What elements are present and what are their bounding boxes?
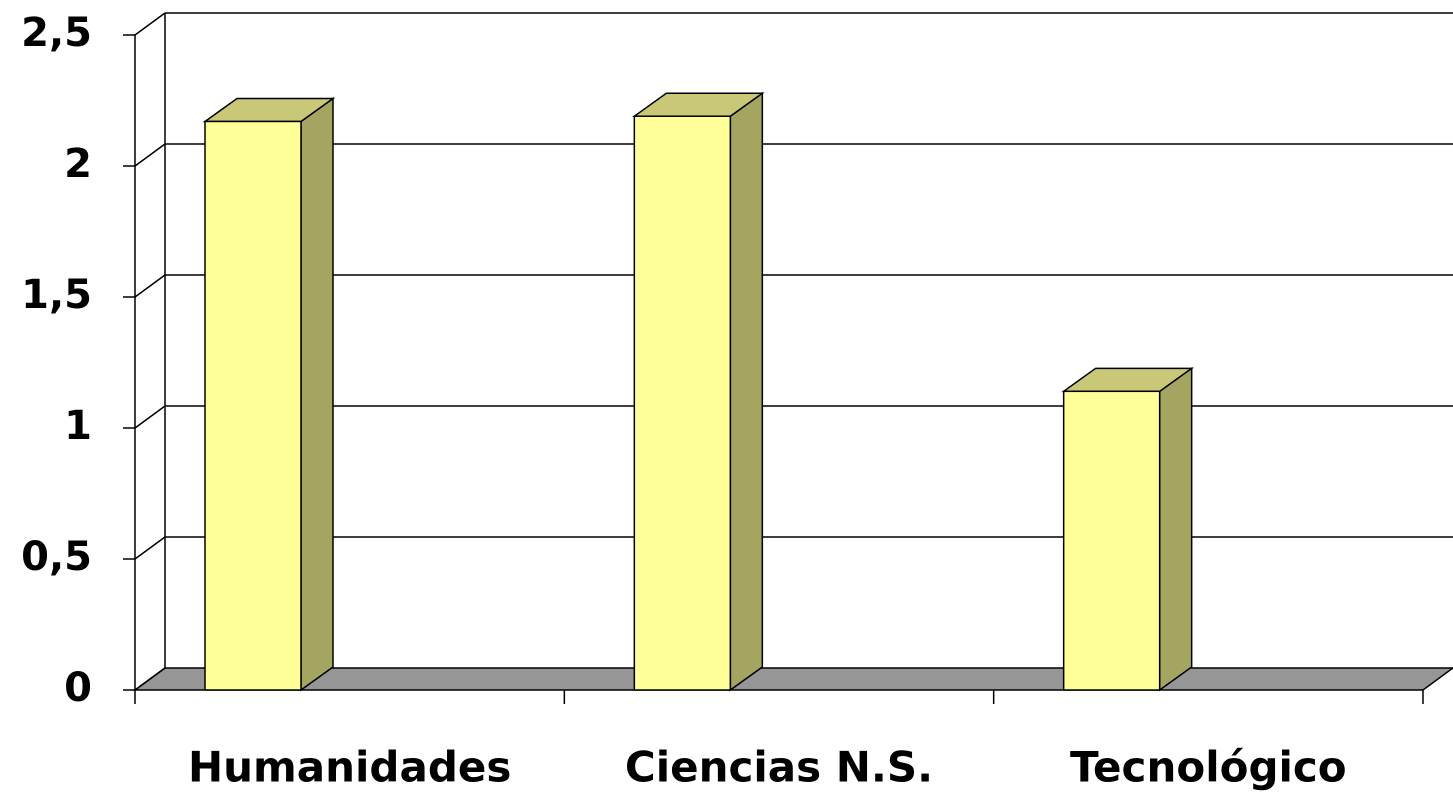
wall-grid-line (134, 536, 166, 560)
y-tick-label: 1,5 (21, 272, 92, 318)
bar-side (1158, 366, 1193, 692)
y-tick-label: 2 (64, 141, 92, 187)
floor (132, 667, 1453, 691)
y-tick-label: 2,5 (21, 10, 92, 56)
x-tick-label: Humanidades (188, 743, 511, 792)
x-tick-label: Ciencias N.S. (625, 743, 933, 792)
bar-side (729, 91, 764, 692)
bar (1062, 390, 1161, 691)
wall-grid-line (134, 405, 166, 429)
y-tick-label: 0,5 (21, 534, 92, 580)
bar (204, 120, 302, 691)
y-tick-label: 1 (64, 403, 92, 449)
wall-grid-line (134, 12, 166, 36)
wall-grid-line (134, 274, 166, 298)
bar (633, 115, 732, 691)
bar-side (300, 96, 334, 692)
wall-grid-line (134, 143, 166, 167)
x-tick-label: Tecnológico (1070, 743, 1347, 792)
y-tick-label: 0 (64, 665, 92, 711)
wall-grid-line (134, 667, 166, 691)
